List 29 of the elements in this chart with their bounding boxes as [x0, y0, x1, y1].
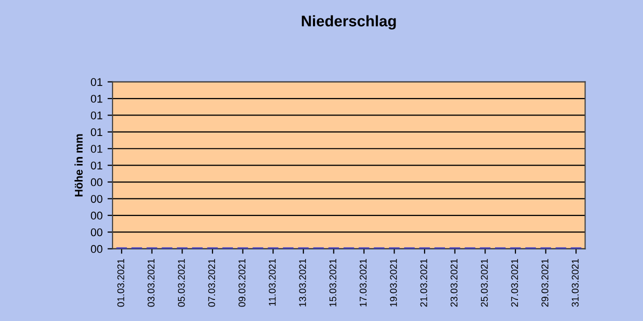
x-tick-label: 17.03.2021 — [360, 258, 367, 306]
x-tick-label: 07.03.2021 — [208, 258, 216, 307]
y-tick-label: 01 — [90, 112, 102, 120]
x-tick-label: 03.03.2021 — [148, 258, 155, 307]
y-tick-label: 01 — [90, 128, 102, 136]
y-tick-label: 00 — [90, 245, 102, 253]
x-tick-label: 11.03.2021 — [268, 258, 276, 306]
y-tick-label: 00 — [90, 194, 102, 203]
y-tick-label: 00 — [90, 228, 102, 236]
y-tick-label: 00 — [90, 212, 102, 220]
x-tick-label: 15.03.2021 — [329, 258, 336, 306]
y-tick-label: 01 — [90, 144, 102, 153]
x-tick-label: 25.03.2021 — [480, 258, 488, 307]
x-tick-label: 19.03.2021 — [390, 258, 397, 306]
y-tick-label: 01 — [90, 78, 102, 86]
x-tick-label: 29.03.2021 — [541, 258, 548, 307]
chart-title: Niederschlag — [302, 15, 396, 30]
x-tick-label: 27.03.2021 — [511, 258, 518, 307]
x-tick-label: 31.03.2021 — [572, 258, 579, 307]
y-tick-label: 00 — [90, 178, 102, 186]
x-tick-label: 21.03.2021 — [420, 258, 428, 307]
x-tick-label: 13.03.2021 — [299, 258, 306, 306]
x-tick-label: 23.03.2021 — [450, 258, 458, 307]
x-tick-label: 01.03.2021 — [117, 258, 124, 307]
x-tick-label: 05.03.2021 — [178, 258, 185, 307]
y-tick-label: 01 — [90, 94, 102, 103]
x-tick-label: 09.03.2021 — [238, 258, 246, 307]
y-axis-title: Höhe in mm — [74, 134, 83, 196]
y-tick-label: 01 — [90, 162, 102, 170]
